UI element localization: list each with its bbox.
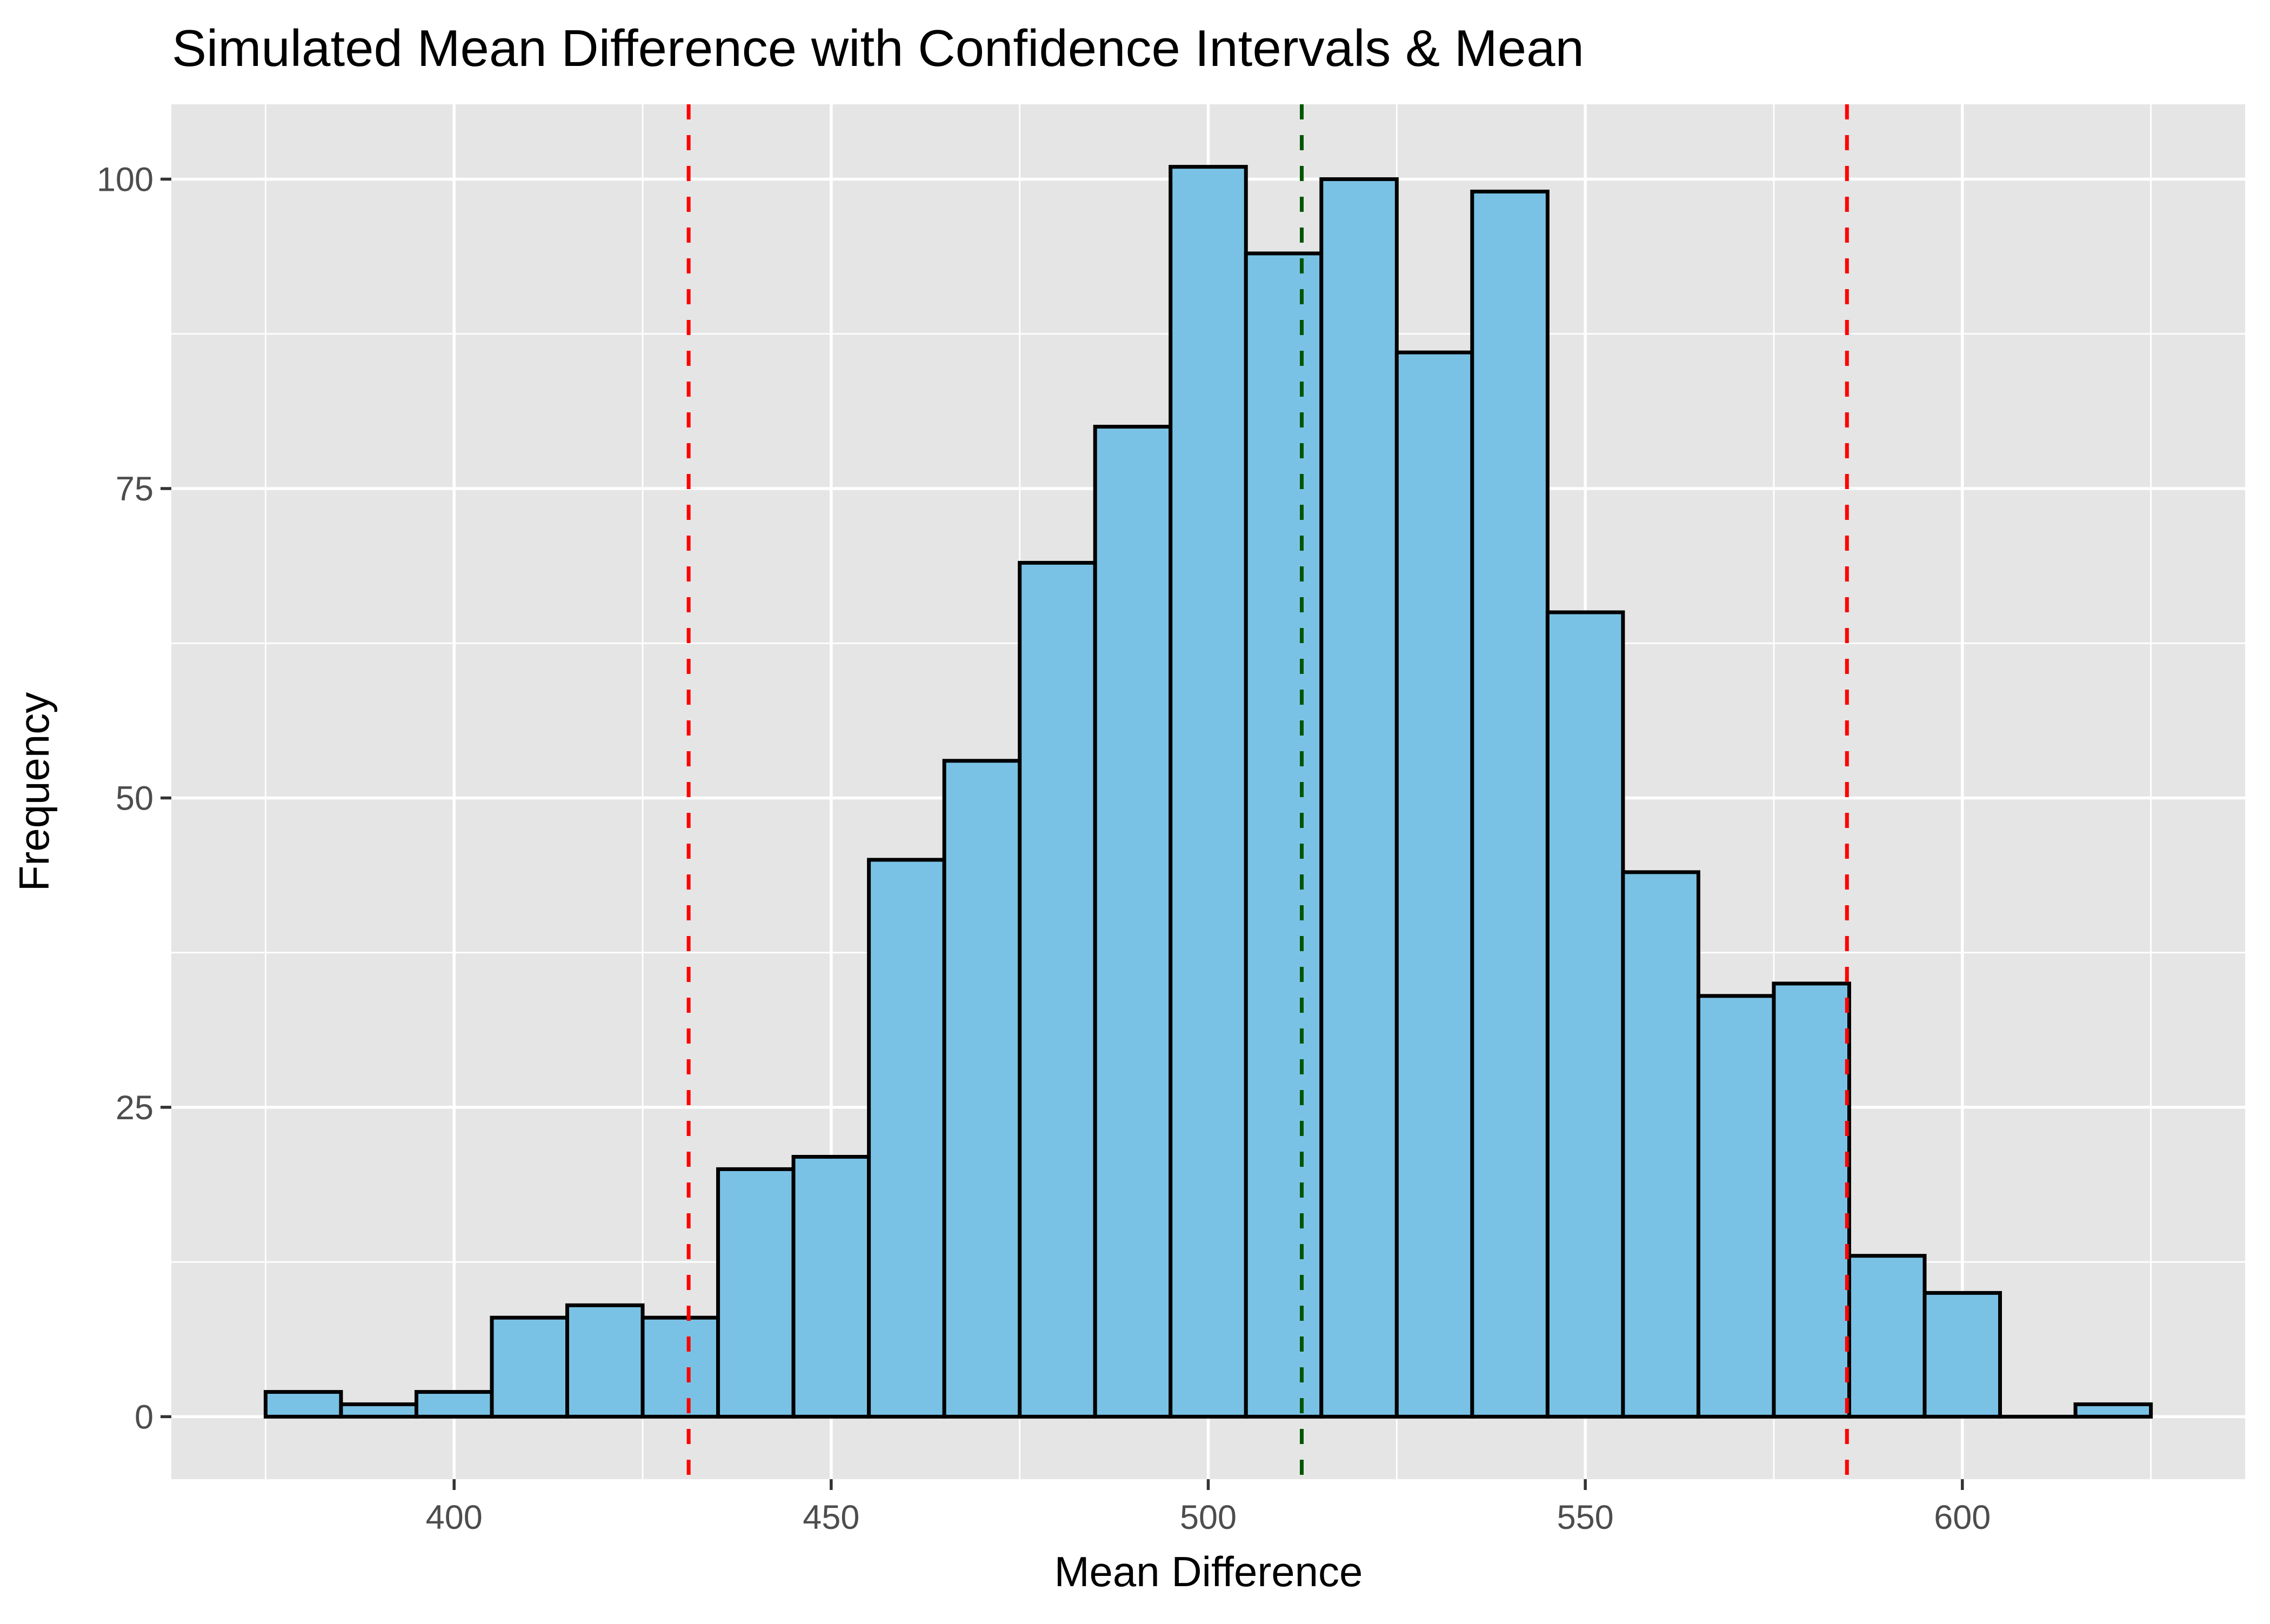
histogram-bar	[1095, 427, 1171, 1417]
histogram-bar	[1397, 352, 1472, 1416]
y-axis-title: Frequency	[10, 692, 58, 892]
chart-title: Simulated Mean Difference with Confidenc…	[172, 19, 1584, 77]
y-axis: 0 25 50 75 100	[97, 161, 171, 1436]
histogram-bar	[1171, 167, 1246, 1417]
histogram-bar	[944, 761, 1020, 1417]
y-tick-label: 75	[116, 470, 153, 508]
histogram-bar	[265, 1392, 341, 1417]
x-axis: 400 450 500 550 600	[426, 1479, 1991, 1536]
histogram-bar	[1925, 1293, 2000, 1416]
x-axis-title: Mean Difference	[1054, 1548, 1363, 1595]
x-tick-label: 550	[1557, 1499, 1614, 1536]
histogram-bar	[793, 1157, 869, 1416]
x-tick-label: 400	[426, 1499, 483, 1536]
histogram-bar	[1849, 1256, 1925, 1417]
histogram-bar	[1321, 179, 1397, 1417]
histogram-bar	[1547, 612, 1623, 1416]
histogram-bar	[1472, 191, 1548, 1416]
x-tick-label: 450	[803, 1499, 859, 1536]
histogram-bar	[1246, 253, 1321, 1416]
x-tick-label: 600	[1934, 1499, 1991, 1536]
histogram-bar	[643, 1318, 718, 1416]
histogram-bar	[492, 1318, 568, 1416]
histogram-bar	[416, 1392, 492, 1417]
histogram-bar	[869, 860, 945, 1416]
y-tick-label: 25	[116, 1089, 153, 1127]
x-tick-label: 500	[1180, 1499, 1237, 1536]
histogram-bar	[1698, 996, 1774, 1417]
histogram-bar	[1774, 984, 1850, 1416]
histogram-bar	[2075, 1404, 2151, 1416]
histogram-bar	[1623, 872, 1699, 1417]
y-tick-label: 0	[135, 1398, 153, 1436]
y-tick-label: 50	[116, 779, 153, 817]
plot-panel	[171, 104, 2245, 1479]
histogram-bar	[568, 1305, 643, 1416]
histogram-bar	[718, 1169, 794, 1416]
histogram-bar	[341, 1404, 417, 1416]
histogram-bar	[1020, 563, 1096, 1416]
y-tick-label: 100	[97, 161, 153, 199]
